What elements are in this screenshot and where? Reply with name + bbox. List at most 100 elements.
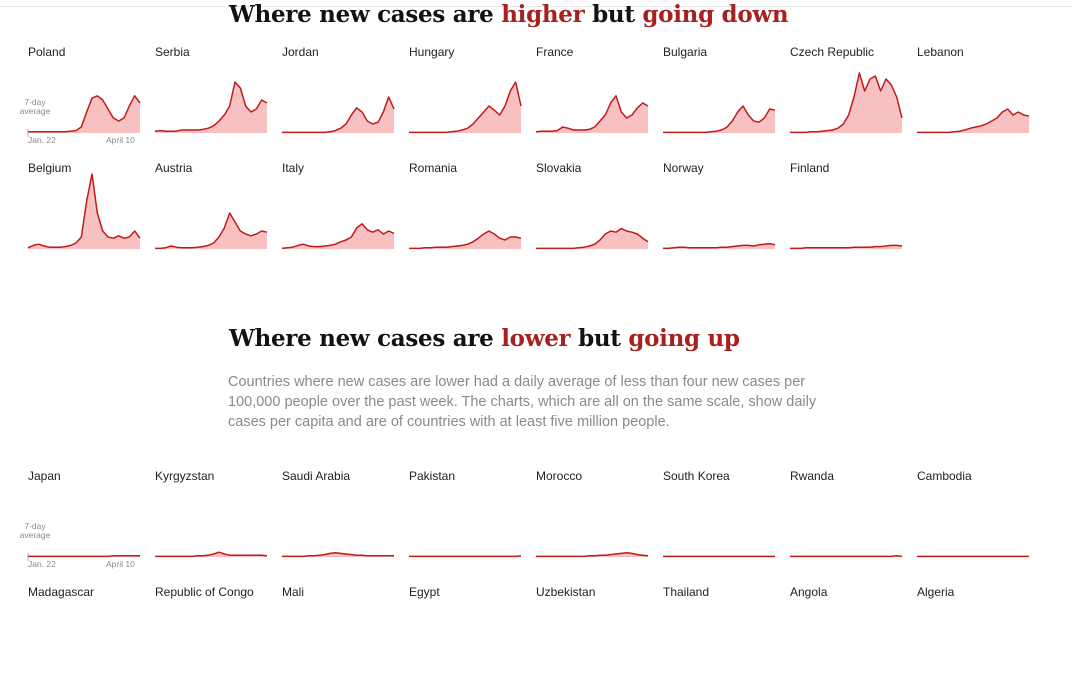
cases-line (155, 551, 268, 558)
chart-panel: Cambodia (917, 469, 1029, 579)
sparkline-chart (535, 95, 649, 133)
sparkline-chart (281, 223, 395, 250)
chart-panel: Madagascar (28, 585, 140, 695)
country-label: Thailand (663, 585, 710, 599)
cases-area (282, 97, 394, 133)
sparkline-chart (790, 72, 903, 134)
chart-panel: Hungary (409, 45, 522, 155)
country-label: Hungary (409, 45, 455, 59)
cases-line (409, 230, 522, 250)
x-end-label: April 10 (106, 559, 135, 569)
cases-line (28, 555, 140, 558)
chart-panel: Poland (27, 45, 141, 155)
chart-panel: Norway (663, 161, 776, 271)
cases-line (535, 95, 649, 133)
chart-panel: France (535, 45, 649, 155)
chart-panel: Bulgaria (663, 45, 776, 155)
country-label: Bulgaria (663, 45, 708, 59)
cases-line (536, 227, 649, 250)
cases-area (663, 106, 775, 133)
chart-panel: Jordan (282, 45, 395, 155)
country-label: Rwanda (790, 469, 835, 483)
cases-line (28, 95, 141, 133)
sparkline-chart (155, 212, 268, 250)
heading-text: but (584, 1, 643, 28)
country-label: Romania (409, 161, 458, 175)
chart-panel: Japan (27, 469, 140, 579)
country-label: Belgium (28, 161, 72, 175)
sparkline-chart (663, 555, 775, 558)
country-label: Algeria (917, 585, 955, 599)
chart-panel: Morocco (536, 469, 649, 579)
sparkline-chart (917, 108, 1030, 134)
cases-area (790, 73, 902, 133)
country-label: Morocco (536, 469, 583, 483)
country-label: Japan (28, 469, 61, 483)
cases-line (536, 552, 649, 558)
heading-accent-higher: higher (501, 1, 585, 28)
country-label: Egypt (409, 585, 440, 599)
heading-text: Where new cases are (229, 325, 502, 352)
sparkline-chart (409, 555, 522, 558)
country-label: France (536, 45, 574, 59)
sparkline-chart (282, 552, 394, 558)
cases-area (536, 228, 648, 249)
country-label: Saudi Arabia (282, 469, 351, 483)
country-label: Austria (155, 161, 193, 175)
chart-panel: Lebanon (917, 45, 1030, 155)
country-label: Serbia (155, 45, 190, 59)
cases-line (154, 81, 268, 132)
chart-panel: Thailand (663, 585, 775, 695)
sparkline-chart (536, 552, 649, 558)
cases-line (27, 173, 141, 249)
sparkline-chart (790, 244, 903, 250)
country-label: Lebanon (917, 45, 964, 59)
country-label: Czech Republic (790, 45, 875, 59)
avg-label: 7-day average (19, 97, 51, 116)
cases-area (155, 213, 267, 249)
cases-area (155, 82, 267, 133)
chart-panel: Austria (155, 161, 268, 271)
x-start-label: Jan. 22 (28, 135, 56, 145)
x-end-label: April 10 (106, 135, 135, 145)
chart-panel: Belgium (27, 161, 141, 271)
cases-line (663, 105, 776, 134)
cases-line (155, 212, 268, 250)
chart-panel: Serbia (154, 45, 268, 155)
chart-panel: Finland (790, 161, 903, 271)
cases-area (282, 223, 394, 249)
cases-area (536, 95, 648, 133)
chart-panel: Rwanda (790, 469, 903, 579)
cases-line (409, 555, 522, 558)
cases-area (409, 231, 521, 249)
section-description: Countries where new cases are lower had … (228, 374, 817, 430)
country-label: Kyrgyzstan (155, 469, 215, 483)
x-start-label: Jan. 22 (28, 559, 56, 569)
sparkline-chart (790, 555, 903, 558)
heading-text: Where new cases are (229, 1, 502, 28)
country-label: South Korea (663, 469, 730, 483)
chart-panel: Angola (790, 585, 902, 695)
cases-area (28, 174, 140, 249)
chart-panel: Romania (409, 161, 522, 271)
cases-line (282, 96, 395, 134)
country-label: Uzbekistan (536, 585, 596, 599)
avg-label: 7-day average (19, 521, 51, 540)
sparkline-chart (917, 555, 1029, 558)
cases-line (790, 555, 903, 558)
country-label: Slovakia (536, 161, 582, 175)
country-label: Pakistan (409, 469, 456, 483)
chart-panel: Italy (281, 161, 395, 271)
cases-line (790, 72, 903, 134)
sparkline-chart (154, 81, 268, 133)
chart-panel: Slovakia (536, 161, 649, 271)
country-label: Mali (282, 585, 305, 599)
country-label: Angola (790, 585, 828, 599)
cases-line (409, 81, 522, 134)
heading-accent-lower: lower (501, 325, 571, 352)
sparkline-chart (663, 105, 776, 134)
heading-going-down: Where new cases are higher but going dow… (229, 1, 789, 28)
sparkline-chart (282, 96, 395, 134)
chart-panel: Egypt (409, 585, 521, 695)
sparkline-chart (27, 553, 140, 561)
